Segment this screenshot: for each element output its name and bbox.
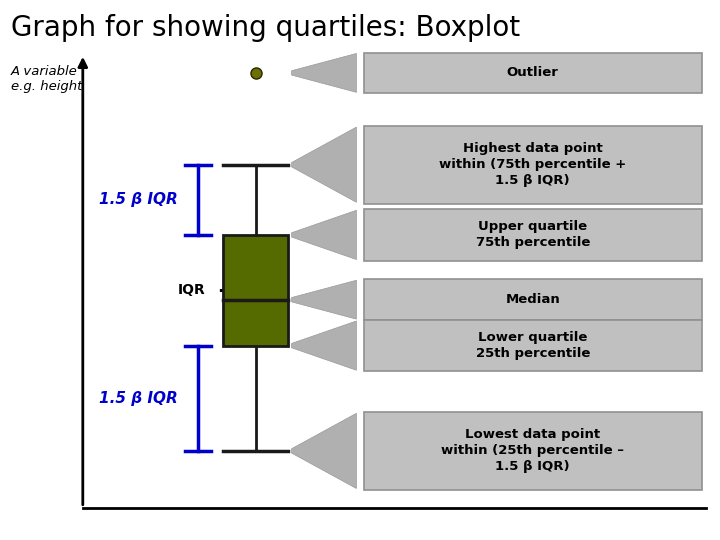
Text: Lowest data point
within (25th percentile –
1.5 β IQR): Lowest data point within (25th percentil… (441, 428, 624, 474)
Text: Outlier: Outlier (507, 66, 559, 79)
Bar (364, 280, 702, 320)
Text: IQR: IQR (177, 284, 205, 297)
Polygon shape (292, 413, 356, 489)
Text: Median: Median (505, 293, 560, 306)
Bar (364, 209, 702, 261)
Polygon shape (292, 280, 356, 319)
Bar (223, 235, 288, 346)
Polygon shape (292, 321, 356, 370)
Text: Highest data point
within (75th percentile +
1.5 β IQR): Highest data point within (75th percenti… (439, 142, 626, 187)
Text: Lower quartile
25th percentile: Lower quartile 25th percentile (476, 331, 590, 360)
Bar (364, 411, 702, 490)
Text: 1.5 β IQR: 1.5 β IQR (99, 192, 178, 207)
Polygon shape (292, 210, 356, 260)
Bar (364, 126, 702, 204)
Text: Upper quartile
75th percentile: Upper quartile 75th percentile (476, 220, 590, 249)
Bar (364, 52, 702, 93)
Polygon shape (292, 53, 356, 92)
Text: {: { (215, 271, 239, 309)
Bar (364, 320, 702, 372)
Polygon shape (292, 127, 356, 202)
Text: 1.5 β IQR: 1.5 β IQR (99, 391, 178, 406)
Text: Graph for showing quartiles: Boxplot: Graph for showing quartiles: Boxplot (11, 14, 520, 42)
Text: A variable
e.g. height: A variable e.g. height (11, 65, 82, 93)
